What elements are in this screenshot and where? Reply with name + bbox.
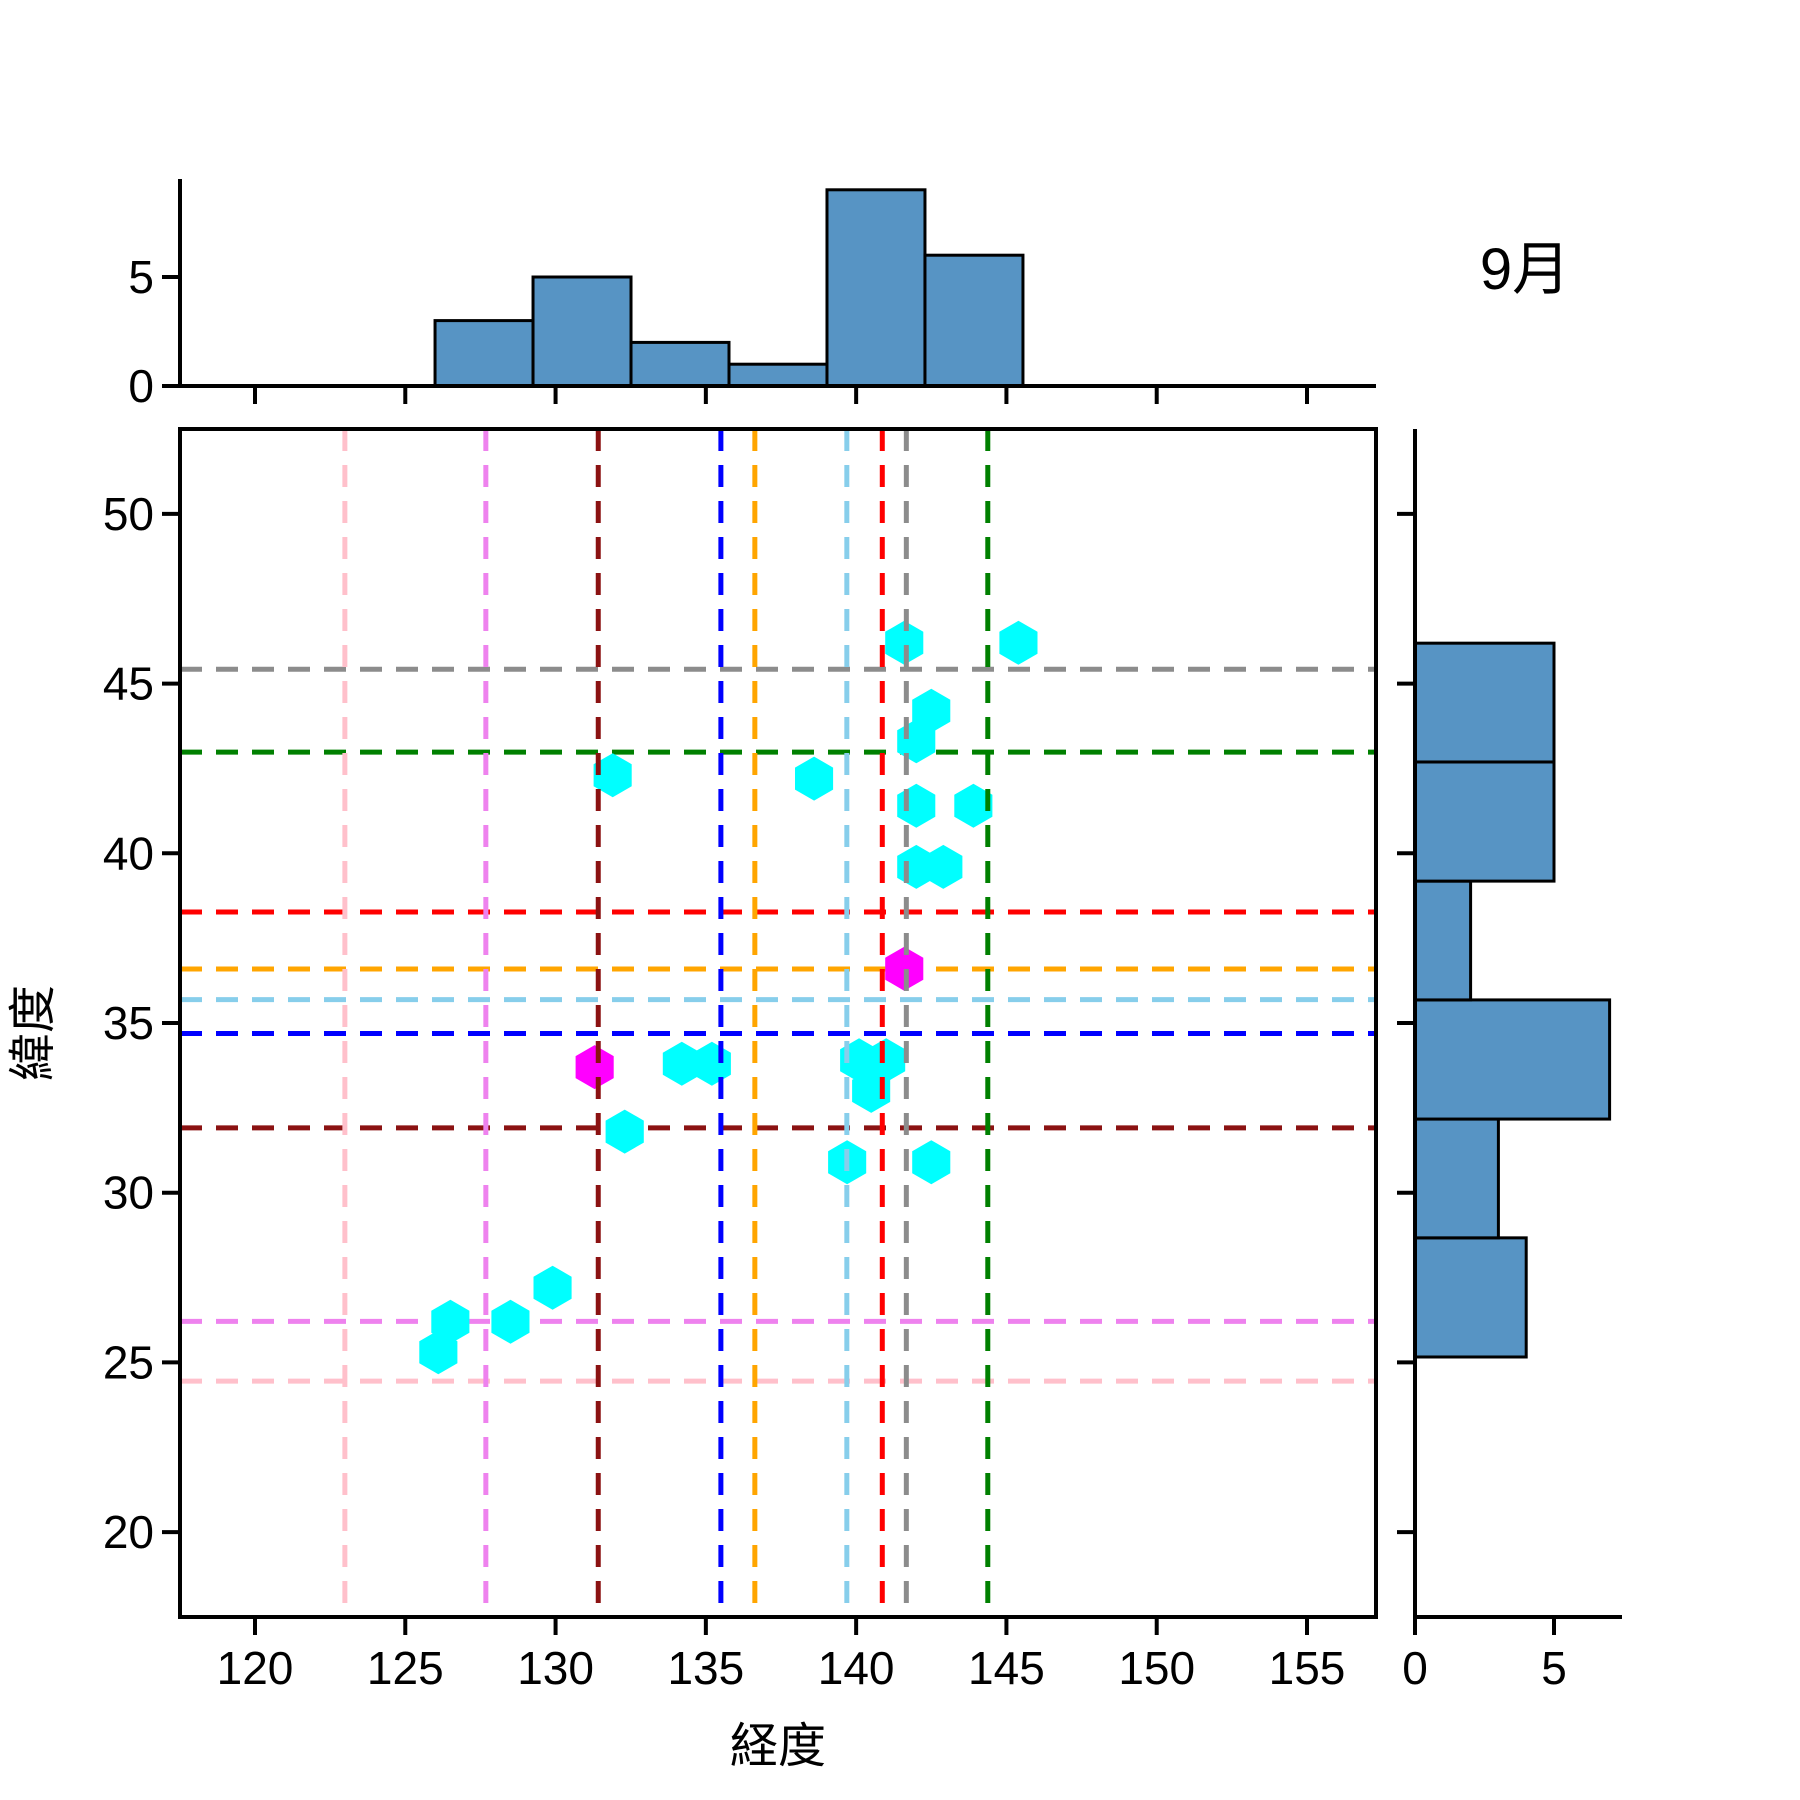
x-tick-label: 130	[517, 1642, 594, 1694]
x-tick-label: 150	[1118, 1642, 1195, 1694]
top-hist-tick-label: 5	[128, 251, 154, 303]
y-tick-label: 50	[103, 488, 154, 540]
right-hist-bar	[1413, 641, 1556, 764]
scatter-point-hexagon	[593, 753, 632, 798]
top-hist-bar	[923, 253, 1025, 388]
scatter-point-hexagon	[692, 1041, 731, 1086]
scatter-point-hexagon	[885, 620, 924, 665]
top-hist-bar	[531, 275, 633, 388]
top-hist-bar	[433, 319, 535, 388]
y-tick-label: 25	[103, 1336, 154, 1388]
right-hist-bar	[1413, 879, 1473, 1002]
x-tick-label: 155	[1269, 1642, 1346, 1694]
x-tick-label: 145	[968, 1642, 1045, 1694]
top-hist-bar	[825, 188, 927, 388]
y-tick-label: 45	[103, 658, 154, 710]
x-tick-label: 125	[367, 1642, 444, 1694]
scatter-point-hexagon	[999, 620, 1038, 665]
x-tick-label: 120	[217, 1642, 294, 1694]
right-hist-bar	[1413, 760, 1556, 883]
scatter-point-highlight-hexagon	[575, 1045, 614, 1090]
scatter-point-hexagon	[491, 1299, 530, 1344]
scatter-point-hexagon	[662, 1041, 701, 1086]
right-hist-bar	[1413, 1236, 1528, 1359]
main-axes-box	[178, 427, 1378, 1619]
scatter-point-hexagon	[867, 1038, 906, 1083]
scatter-point-hexagon	[897, 783, 936, 828]
y-tick-label: 30	[103, 1167, 154, 1219]
scatter-point-hexagon	[795, 756, 834, 801]
right-hist-tick-label: 0	[1402, 1642, 1428, 1694]
scatter-point-hexagon	[533, 1265, 572, 1310]
scatter-point-hexagon	[605, 1109, 644, 1154]
y-tick-label: 40	[103, 827, 154, 879]
scatter-point-hexagon	[954, 783, 993, 828]
scatter-point-highlight-hexagon	[885, 946, 924, 991]
top-hist-bar	[629, 340, 731, 388]
x-axis-label: 経度	[729, 1720, 826, 1773]
scatter-point-hexagon	[912, 1140, 951, 1185]
y-axis-label: 緯度	[7, 985, 60, 1082]
scatter-point-hexagon	[912, 688, 951, 733]
y-tick-label: 35	[103, 997, 154, 1049]
x-tick-label: 135	[667, 1642, 744, 1694]
chart-title: 9月	[1479, 237, 1571, 302]
scatter-point-hexagon	[419, 1330, 458, 1375]
top-hist-tick-label: 0	[128, 360, 154, 412]
right-hist-tick-label: 5	[1541, 1642, 1567, 1694]
x-tick-label: 140	[818, 1642, 895, 1694]
right-hist-bar	[1413, 1117, 1500, 1240]
right-hist-bar	[1413, 998, 1612, 1121]
top-hist-bar	[727, 362, 829, 388]
y-tick-label: 20	[103, 1506, 154, 1558]
scatter-point-hexagon	[924, 844, 963, 889]
